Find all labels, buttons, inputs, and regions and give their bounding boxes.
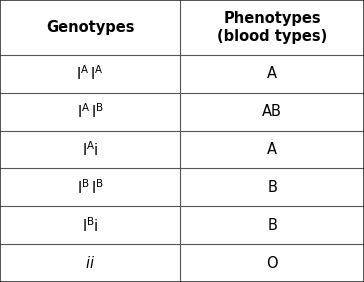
Text: Phenotypes
(blood types): Phenotypes (blood types) (217, 11, 327, 44)
Text: B: B (267, 180, 277, 195)
Text: Genotypes: Genotypes (46, 20, 134, 35)
Text: $\mathsf{I^{B}\!\ I^{B}}$: $\mathsf{I^{B}\!\ I^{B}}$ (76, 178, 104, 197)
Text: $\mathit{ii}$: $\mathit{ii}$ (85, 255, 95, 271)
Text: $\mathsf{I^{A}\!\ I^{A}}$: $\mathsf{I^{A}\!\ I^{A}}$ (76, 65, 104, 83)
Text: $\mathsf{I^{B}i}$: $\mathsf{I^{B}i}$ (82, 216, 98, 235)
Text: $\mathsf{I^{A}\!\ I^{B}}$: $\mathsf{I^{A}\!\ I^{B}}$ (76, 102, 104, 121)
Text: O: O (266, 255, 278, 271)
Text: AB: AB (262, 104, 282, 119)
Text: $\mathsf{I^{A}i}$: $\mathsf{I^{A}i}$ (82, 140, 98, 159)
Text: A: A (267, 66, 277, 81)
Text: B: B (267, 218, 277, 233)
Text: A: A (267, 142, 277, 157)
